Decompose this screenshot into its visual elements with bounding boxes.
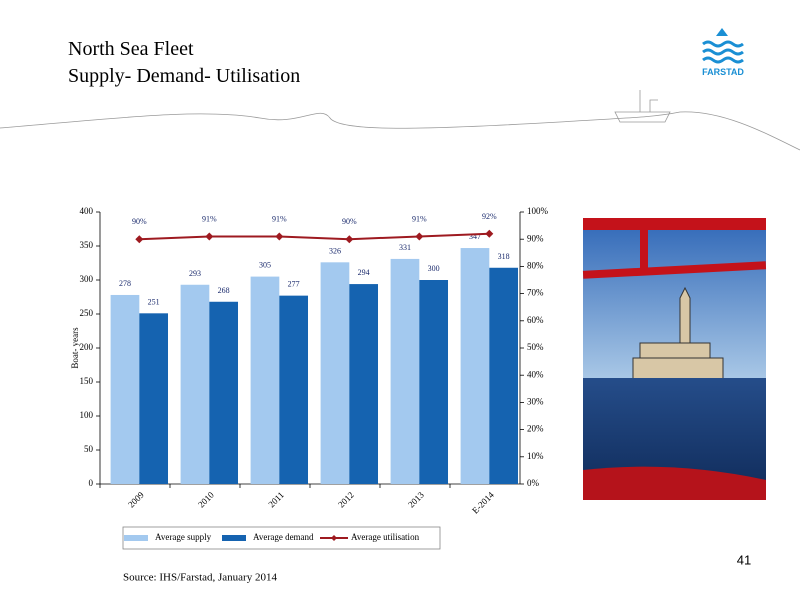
y-tick-label: 200	[80, 342, 94, 352]
y-axis-title: Boat- years	[70, 327, 80, 369]
legend-swatch	[222, 535, 246, 541]
ship-decoration	[614, 90, 671, 123]
value-label: 268	[218, 286, 230, 295]
legend-swatch	[331, 535, 337, 541]
marker	[345, 235, 354, 244]
legend-label: Average demand	[253, 532, 314, 542]
marker	[275, 232, 284, 241]
x-tick-label: 2011	[266, 490, 286, 510]
value-label: 278	[119, 279, 131, 288]
y-tick-label: 100	[80, 410, 94, 420]
value-label: 347	[469, 232, 481, 241]
bar	[489, 267, 519, 484]
bar	[110, 294, 140, 484]
logo-text: FARSTAD	[702, 67, 744, 77]
bar	[320, 262, 350, 484]
logo: FARSTAD	[702, 28, 744, 77]
y2-tick-label: 50%	[527, 342, 544, 352]
y2-tick-label: 60%	[527, 315, 544, 325]
value-label: 91%	[412, 214, 427, 223]
bar	[419, 280, 449, 484]
bar	[139, 313, 169, 484]
marker	[415, 232, 424, 241]
y2-tick-label: 30%	[527, 396, 544, 406]
y2-tick-label: 20%	[527, 424, 544, 434]
y2-tick-label: 10%	[527, 451, 544, 461]
bar	[279, 295, 309, 484]
legend-label: Average utilisation	[351, 532, 420, 542]
bar	[250, 276, 280, 484]
value-label: 277	[288, 280, 300, 289]
value-label: 92%	[482, 212, 497, 221]
x-tick-label: 2012	[336, 490, 356, 510]
value-label: 305	[259, 261, 271, 270]
value-label: 318	[498, 252, 510, 261]
value-label: 90%	[342, 217, 357, 226]
x-tick-label: 2009	[126, 489, 146, 509]
page-number: 41	[737, 552, 751, 567]
value-label: 91%	[202, 214, 217, 223]
value-label: 293	[189, 269, 201, 278]
x-tick-label: 2010	[196, 489, 216, 509]
y-tick-label: 350	[80, 240, 94, 250]
legend-swatch	[124, 535, 148, 541]
title: North Sea Fleet	[68, 38, 194, 60]
bar	[390, 258, 420, 484]
subtitle: Supply- Demand- Utilisation	[68, 65, 300, 87]
y-tick-label: 0	[89, 478, 94, 488]
bar	[209, 301, 239, 484]
photo	[582, 218, 767, 500]
value-label: 251	[148, 297, 160, 306]
x-tick-label: 2013	[406, 489, 426, 509]
y2-tick-label: 80%	[527, 260, 544, 270]
value-label: 300	[428, 264, 440, 273]
x-tick-label: E-2014	[470, 489, 496, 515]
y-tick-label: 150	[80, 376, 94, 386]
value-label: 91%	[272, 214, 287, 223]
wave-decoration	[0, 111, 800, 151]
y-tick-label: 50	[84, 444, 94, 454]
source: Source: IHS/Farstad, January 2014	[123, 572, 277, 584]
bar	[460, 248, 490, 484]
y-tick-label: 400	[80, 206, 94, 216]
legend	[122, 526, 441, 550]
marker	[485, 229, 494, 238]
chart: 0 50 100 150 200 250 300 350 400 0% 10% 20% 30% 40% 50…	[70, 206, 548, 516]
y2-tick-label: 0%	[527, 478, 540, 488]
value-label: 326	[329, 246, 341, 255]
value-label: 90%	[132, 217, 147, 226]
bar	[180, 284, 210, 484]
y2-tick-label: 40%	[527, 369, 544, 379]
marker	[205, 232, 214, 241]
legend-label: Average supply	[155, 532, 212, 542]
bar	[349, 284, 379, 484]
y2-tick-label: 90%	[527, 233, 544, 243]
line	[139, 232, 490, 241]
y-tick-label: 300	[80, 274, 94, 284]
y2-tick-label: 70%	[527, 288, 544, 298]
marker	[135, 235, 144, 244]
y2-tick-label: 100%	[527, 206, 549, 216]
value-label: 331	[399, 243, 411, 252]
y-tick-label: 250	[80, 308, 94, 318]
value-label: 294	[358, 268, 370, 277]
